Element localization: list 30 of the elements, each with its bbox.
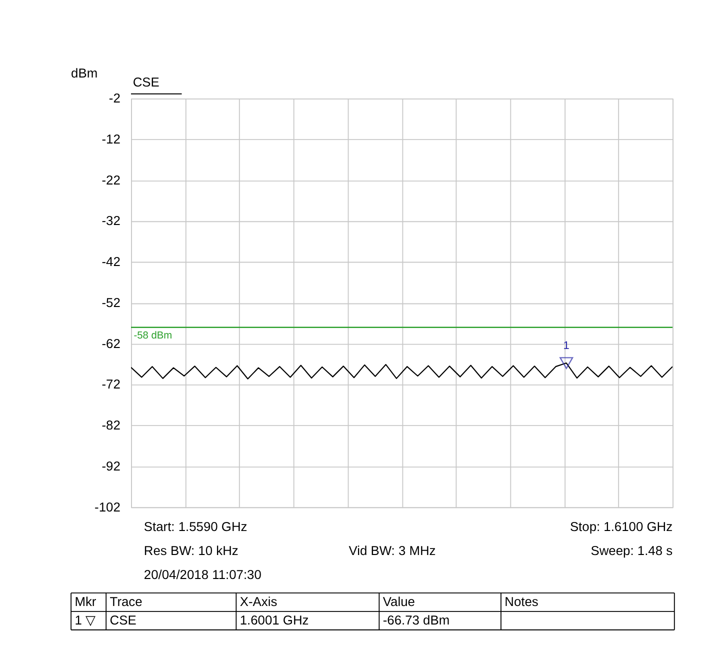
y-tick-label: -72 bbox=[102, 376, 120, 392]
text: 1.6001 GHz bbox=[240, 612, 309, 628]
text: Trace bbox=[110, 594, 142, 609]
text: Res BW: 10 kHz bbox=[144, 543, 238, 558]
y-tick-label: -12 bbox=[102, 131, 120, 146]
text: Stop: 1.6100 GHz bbox=[570, 519, 673, 534]
text: Mkr bbox=[74, 594, 97, 609]
text: Vid BW: 3 MHz bbox=[348, 543, 436, 558]
text: X-Axis bbox=[240, 594, 278, 609]
text: Start: 1.5590 GHz bbox=[144, 519, 248, 534]
text: CSE bbox=[110, 612, 137, 628]
text: Notes bbox=[504, 594, 538, 609]
ref-line-label: -58 dBm bbox=[134, 330, 172, 342]
annotation: 1 bbox=[563, 340, 570, 352]
y-tick-label: -2 bbox=[108, 90, 120, 106]
text: 20/04/2018 11:07:30 bbox=[144, 567, 262, 582]
y-tick-label: -32 bbox=[102, 213, 120, 228]
y-axis-title: dBm bbox=[71, 65, 98, 80]
text: -66.73 dBm bbox=[382, 612, 450, 628]
y-tick-label: -102 bbox=[94, 499, 120, 514]
y-tick-label: -62 bbox=[102, 336, 120, 351]
text: Sweep: 1.48 s bbox=[590, 543, 673, 558]
y-tick-label: -52 bbox=[102, 294, 120, 310]
y-tick-label: -82 bbox=[102, 418, 120, 433]
y-tick-label: -92 bbox=[102, 458, 120, 474]
y-tick-label: -22 bbox=[102, 172, 120, 188]
text: 1 ▽ bbox=[74, 612, 96, 628]
y-tick-label: -42 bbox=[102, 254, 120, 270]
chart-title: CSE bbox=[132, 74, 160, 90]
text: Value bbox=[382, 594, 415, 609]
